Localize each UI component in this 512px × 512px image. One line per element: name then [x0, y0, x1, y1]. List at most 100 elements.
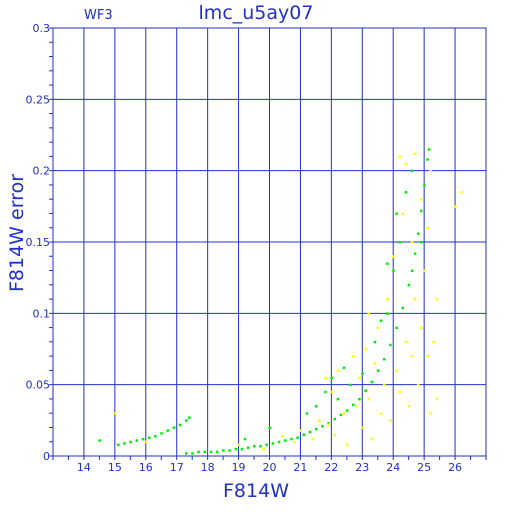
data-point — [386, 312, 389, 315]
y-tick-label: 0.15 — [26, 236, 51, 249]
data-point — [314, 427, 318, 431]
data-point — [373, 340, 377, 344]
data-point — [302, 433, 306, 437]
grid-lines — [49, 27, 487, 460]
chart-annotation: WF3 — [84, 8, 113, 23]
data-point — [454, 205, 457, 208]
y-tick-label: 0.25 — [26, 93, 51, 106]
data-point — [427, 148, 431, 151]
data-point — [147, 436, 151, 439]
data-point — [398, 241, 401, 244]
data-point — [413, 252, 417, 255]
x-tick-label: 25 — [417, 461, 431, 474]
data-point — [423, 183, 426, 187]
data-point — [333, 417, 336, 421]
data-point — [413, 298, 417, 301]
data-point — [395, 326, 398, 330]
data-point — [358, 376, 361, 380]
data-point — [113, 412, 117, 415]
data-point — [382, 383, 386, 387]
data-point — [98, 439, 101, 442]
data-point — [389, 419, 392, 422]
x-tick-label: 18 — [201, 461, 215, 474]
data-point — [413, 152, 417, 156]
data-point — [299, 429, 302, 432]
y-axis-label: F814W error — [6, 173, 28, 293]
data-point — [429, 412, 432, 415]
data-point — [395, 369, 398, 372]
data-point — [237, 443, 241, 447]
data-point — [141, 437, 145, 441]
y-tick-label: 0.05 — [26, 379, 51, 392]
plot-frame — [52, 27, 487, 457]
data-point — [342, 412, 346, 415]
data-point — [317, 419, 321, 422]
data-point — [327, 423, 330, 427]
data-point — [166, 429, 169, 432]
x-tick-label: 23 — [355, 461, 369, 474]
x-tick-label: 16 — [139, 461, 153, 474]
x-tick-label: 14 — [77, 461, 91, 474]
data-point — [370, 437, 374, 441]
data-point — [280, 435, 284, 438]
data-point — [333, 433, 336, 437]
data-point — [324, 376, 327, 380]
data-point — [379, 412, 383, 415]
x-tick-label: 20 — [263, 461, 277, 474]
data-point — [460, 191, 463, 194]
data-point — [398, 155, 401, 158]
data-point — [277, 440, 281, 444]
data-point — [432, 340, 435, 344]
data-point — [389, 343, 392, 347]
data-point — [382, 357, 386, 361]
data-point — [262, 447, 265, 451]
data-point — [308, 430, 312, 434]
data-point — [410, 355, 414, 358]
data-point — [404, 191, 408, 194]
data-point — [209, 450, 213, 454]
data-point — [376, 369, 380, 372]
data-point — [398, 390, 401, 394]
x-tick-label: 15 — [108, 461, 122, 474]
tick-labels: 14 15 16 17 18 19 20 21 22 23 24 25 26 0 0.05 0.1 0.15 0.… — [26, 22, 463, 474]
data-point — [178, 423, 182, 427]
data-point — [416, 383, 420, 387]
data-point — [401, 212, 404, 215]
data-point — [348, 383, 352, 387]
data-point — [271, 442, 275, 445]
data-point — [330, 390, 333, 394]
data-point — [373, 362, 377, 365]
data-point — [420, 326, 423, 330]
data-point — [330, 376, 333, 380]
data-point — [345, 443, 349, 447]
data-point — [401, 306, 404, 310]
data-point — [426, 355, 429, 358]
data-point — [327, 422, 330, 425]
data-point — [386, 298, 389, 301]
data-point — [420, 241, 423, 244]
data-point — [324, 390, 327, 394]
data-point — [367, 312, 370, 315]
data-point — [342, 366, 346, 370]
data-point — [243, 437, 247, 441]
data-point — [407, 283, 411, 287]
data-point — [240, 447, 244, 451]
data-point — [355, 405, 358, 408]
data-point — [426, 226, 429, 230]
x-tick-label: 17 — [170, 461, 184, 474]
data-point — [423, 269, 426, 273]
data-point — [410, 169, 414, 173]
data-point — [172, 426, 176, 429]
x-axis-label: F814W — [223, 480, 289, 502]
data-point — [410, 241, 414, 244]
data-point — [426, 158, 429, 161]
data-point — [352, 355, 355, 358]
data-point — [123, 442, 126, 445]
data-point — [410, 269, 414, 273]
y-tick-label: 0.3 — [33, 22, 51, 35]
x-tick-label: 21 — [293, 461, 307, 474]
data-point — [376, 326, 380, 330]
data-point — [392, 269, 395, 273]
data-point — [361, 372, 364, 375]
x-tick-label: 26 — [448, 461, 462, 474]
